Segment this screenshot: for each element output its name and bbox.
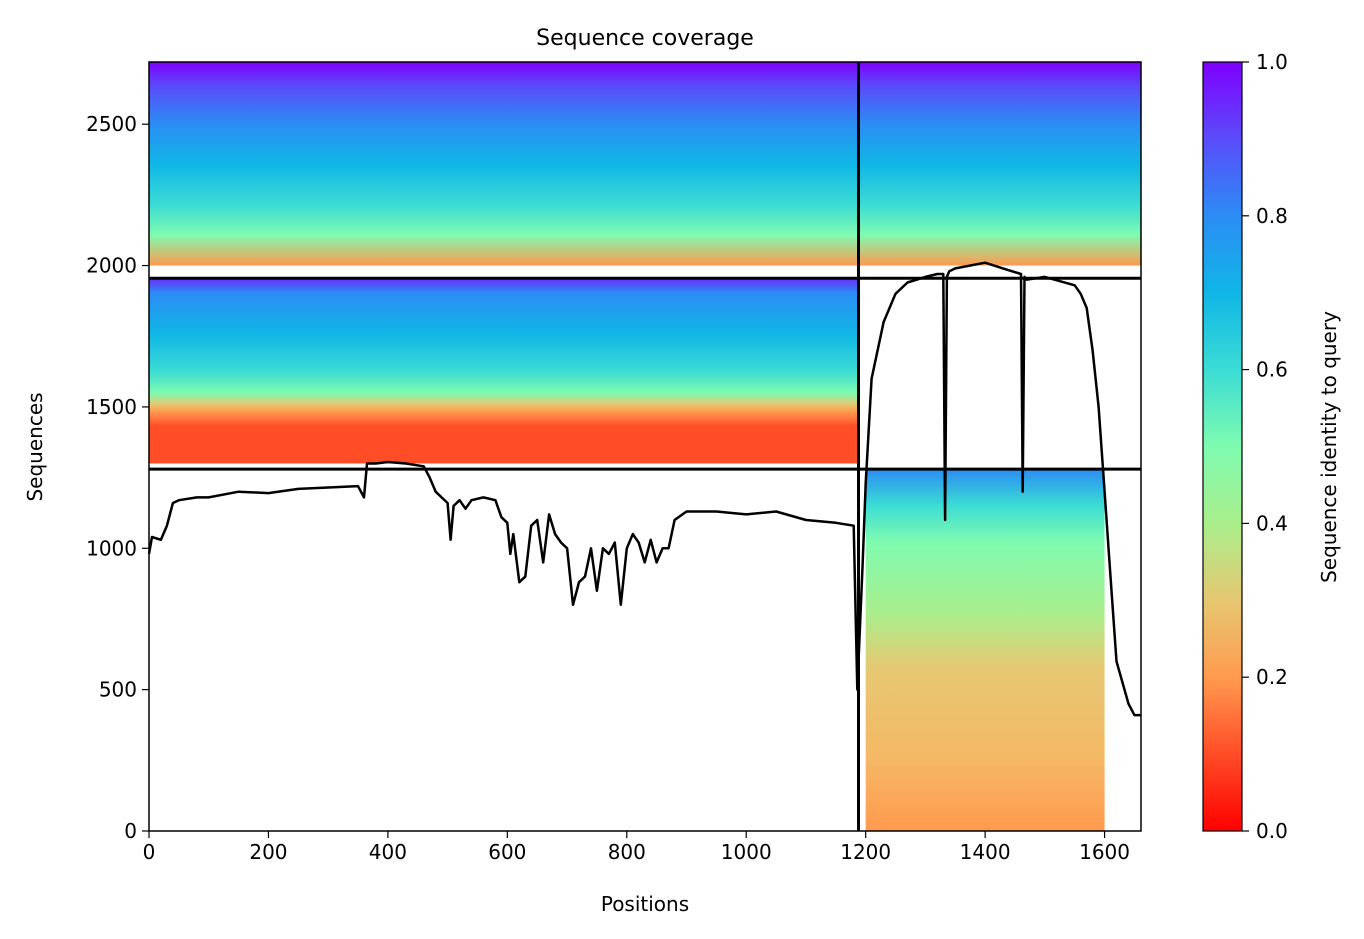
colorbar-tick-label: 0.4 <box>1256 511 1288 535</box>
coverage-line <box>147 261 1141 717</box>
y-tick-label: 1000 <box>86 536 137 560</box>
y-tick-label: 1500 <box>86 395 137 419</box>
coverage-heatmap <box>149 62 1141 831</box>
heatmap-block-top-left <box>149 62 859 266</box>
y-tick-label: 0 <box>124 819 137 843</box>
x-tick-label: 1600 <box>1079 840 1130 864</box>
plot-frame <box>148 61 1142 832</box>
heatmap-block-mid-left <box>149 278 859 464</box>
x-axis-ticks: 0 200 400 600 800 1000 1200 1400 1600 <box>143 831 1130 864</box>
y-axis-ticks: 0 500 1000 1500 2000 2500 <box>86 112 149 843</box>
chart-title: Sequence coverage <box>536 26 754 51</box>
y-tick-label: 2000 <box>86 254 137 278</box>
colorbar-tick-label: 0.6 <box>1256 358 1288 382</box>
colorbar-ticks: 0.0 0.2 0.4 0.6 0.8 1.0 <box>1242 50 1288 843</box>
x-tick-label: 600 <box>488 840 526 864</box>
y-tick-label: 500 <box>99 678 137 702</box>
chain-boundaries <box>149 62 1141 831</box>
colorbar <box>1202 61 1243 832</box>
coverage-lines <box>147 261 1141 717</box>
heatmap-block-bottom-right <box>865 469 1105 831</box>
x-tick-label: 400 <box>369 840 407 864</box>
x-tick-label: 200 <box>249 840 287 864</box>
x-tick-label: 1200 <box>840 840 891 864</box>
heatmap-block-top-right <box>858 62 1141 266</box>
x-tick-label: 800 <box>608 840 646 864</box>
colorbar-tick-label: 0.2 <box>1256 665 1288 689</box>
x-axis-label: Positions <box>601 892 689 916</box>
x-tick-label: 0 <box>143 840 156 864</box>
colorbar-tick-label: 0.0 <box>1256 819 1288 843</box>
x-tick-label: 1000 <box>721 840 772 864</box>
colorbar-tick-label: 0.8 <box>1256 204 1288 228</box>
y-axis-label: Sequences <box>23 392 47 501</box>
y-tick-label: 2500 <box>86 112 137 136</box>
colorbar-tick-label: 1.0 <box>1256 50 1288 74</box>
x-tick-label: 1400 <box>960 840 1011 864</box>
colorbar-label: Sequence identity to query <box>1317 311 1341 583</box>
